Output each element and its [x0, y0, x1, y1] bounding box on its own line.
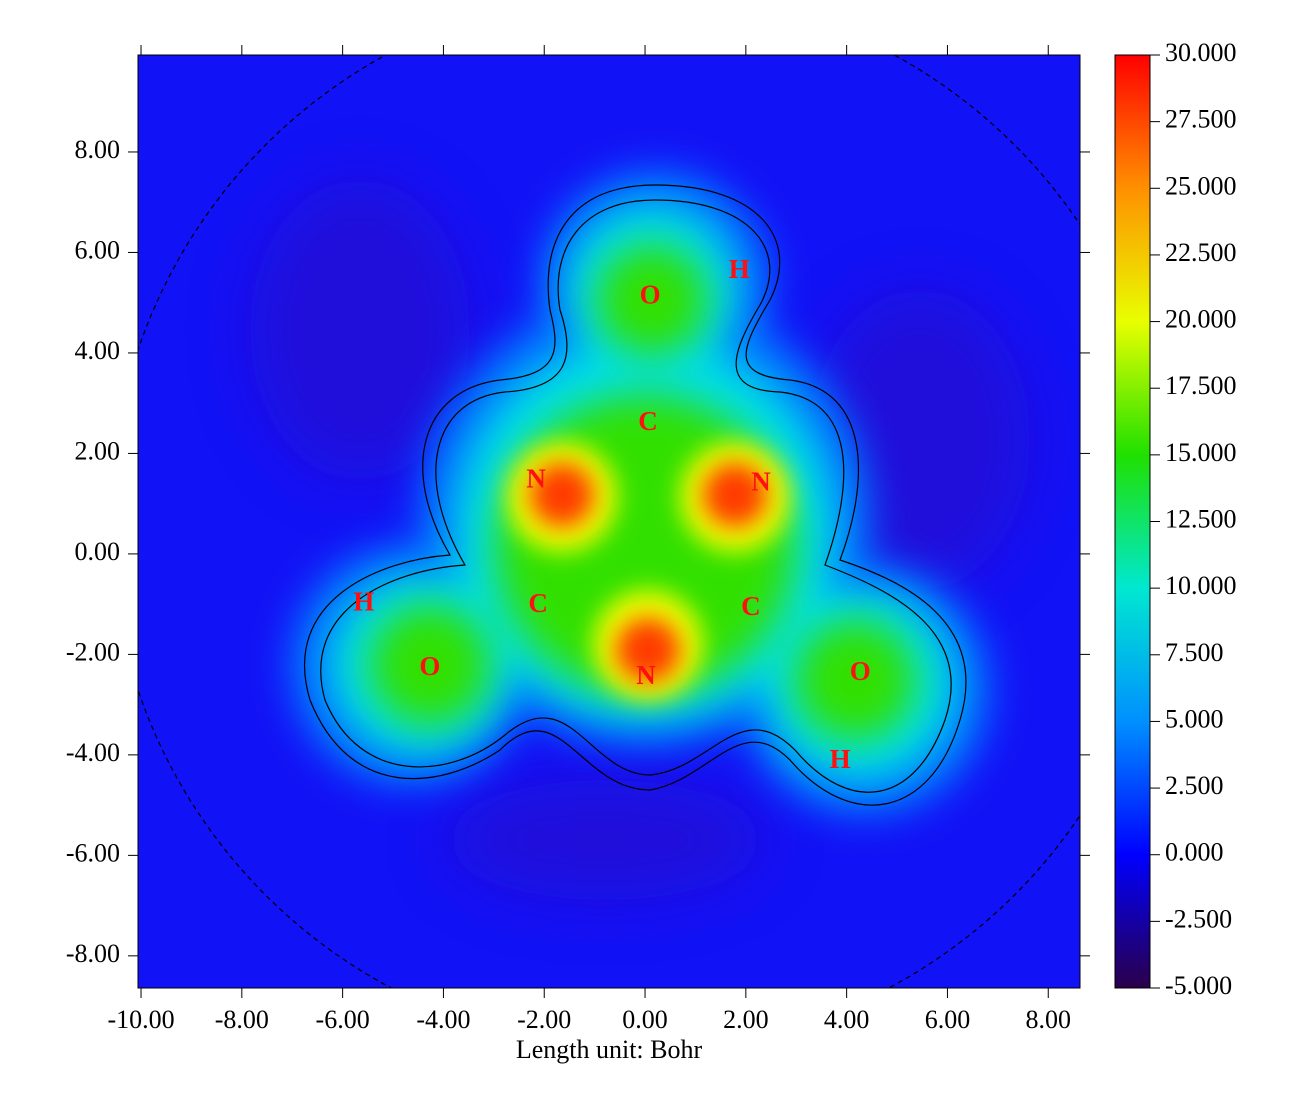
atom-label: H [830, 744, 851, 774]
x-tick-label: 8.00 [1025, 1005, 1071, 1034]
x-tick-label: 4.00 [824, 1005, 870, 1034]
colorbar [1114, 54, 1151, 989]
colorbar-tick-label: 10.000 [1165, 571, 1237, 600]
y-tick-label: 0.00 [75, 537, 121, 566]
atom-label: N [526, 463, 546, 493]
y-tick-label: -8.00 [66, 939, 120, 968]
x-tick-label: 6.00 [925, 1005, 971, 1034]
x-tick-label: -10.00 [107, 1005, 174, 1034]
plot-frame [137, 54, 1081, 989]
atom-label: O [419, 651, 440, 681]
colorbar-tick-label: 17.500 [1165, 371, 1237, 400]
heatmap-field [138, 55, 1080, 988]
atom-label: O [640, 279, 661, 309]
x-tick-label: -2.00 [517, 1005, 571, 1034]
x-axis-title: Length unit: Bohr [516, 1035, 703, 1064]
atom-label: H [729, 254, 750, 284]
x-tick-label: 0.00 [622, 1005, 668, 1034]
y-tick-label: 8.00 [75, 135, 121, 164]
y-tick-label: 2.00 [75, 436, 121, 465]
colorbar-tick-label: 7.500 [1165, 638, 1224, 667]
colorbar-tick-label: 15.000 [1165, 438, 1237, 467]
y-tick-label: -6.00 [66, 838, 120, 867]
atom-label: N [636, 660, 656, 690]
atom-label: C [741, 591, 761, 621]
y-tick-label: -2.00 [66, 637, 120, 666]
atom-label: H [353, 586, 374, 616]
colorbar-tick-label: 30.000 [1165, 38, 1237, 67]
colorbar-tick-label: -2.500 [1165, 904, 1232, 933]
atom-label: O [850, 656, 871, 686]
colorbar-tick-label: 20.000 [1165, 305, 1237, 334]
colorbar-tick-label: 12.500 [1165, 504, 1237, 533]
atom-label: N [751, 466, 771, 496]
x-tick-label: -8.00 [215, 1005, 269, 1034]
colorbar-tick-label: 0.000 [1165, 838, 1224, 867]
y-tick-label: 4.00 [75, 336, 121, 365]
colorbar-tick-label: 25.000 [1165, 171, 1237, 200]
y-tick-label: 6.00 [75, 235, 121, 264]
x-tick-label: 2.00 [723, 1005, 769, 1034]
colorbar-tick-label: 22.500 [1165, 238, 1237, 267]
atom-label: C [528, 588, 548, 618]
y-tick-label: -4.00 [66, 738, 120, 767]
x-tick-label: -4.00 [416, 1005, 470, 1034]
colorbar-tick-label: 5.000 [1165, 704, 1224, 733]
colorbar-tick-label: -5.000 [1165, 971, 1232, 1000]
x-tick-label: -6.00 [316, 1005, 370, 1034]
atom-label: C [638, 406, 658, 436]
colorbar-tick-label: 2.500 [1165, 771, 1224, 800]
colorbar-tick-label: 27.500 [1165, 105, 1237, 134]
